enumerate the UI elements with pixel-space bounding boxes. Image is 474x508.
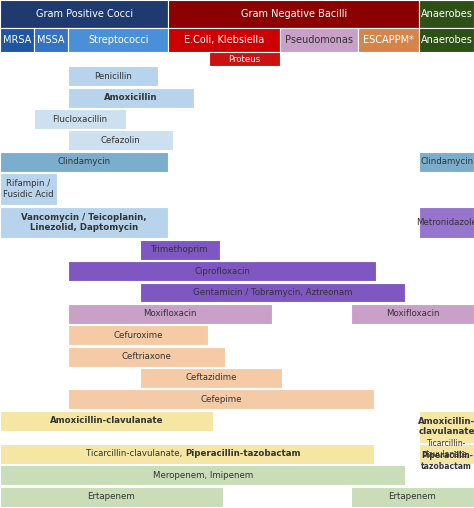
Text: Cefepime: Cefepime [201, 395, 242, 404]
FancyBboxPatch shape [419, 152, 474, 172]
Text: Moxifloxacin: Moxifloxacin [144, 309, 197, 319]
Text: E.Coli, Klebsiella: E.Coli, Klebsiella [184, 35, 264, 45]
FancyBboxPatch shape [419, 444, 474, 464]
FancyBboxPatch shape [419, 410, 474, 442]
Text: Gentamicin / Tobramycin, Aztreonam: Gentamicin / Tobramycin, Aztreonam [193, 288, 352, 297]
Text: Trimethoprim: Trimethoprim [151, 245, 209, 255]
Text: Cefazolin: Cefazolin [100, 136, 140, 145]
FancyBboxPatch shape [168, 0, 419, 27]
Text: MSSA: MSSA [37, 35, 65, 45]
Text: Gram Positive Cocci: Gram Positive Cocci [36, 9, 133, 19]
FancyBboxPatch shape [0, 152, 168, 172]
Text: Streptococci: Streptococci [88, 35, 148, 45]
Text: Flucloxacillin: Flucloxacillin [52, 115, 108, 123]
Text: Cefuroxime: Cefuroxime [113, 331, 163, 340]
FancyBboxPatch shape [68, 325, 208, 345]
FancyBboxPatch shape [140, 368, 282, 388]
Text: Vancomycin / Teicoplanin,
Linezolid, Daptomycin: Vancomycin / Teicoplanin, Linezolid, Dap… [21, 213, 147, 232]
Text: Anaerobes: Anaerobes [421, 35, 473, 45]
Text: Pseudomonas: Pseudomonas [285, 35, 353, 45]
FancyBboxPatch shape [419, 0, 474, 27]
FancyBboxPatch shape [419, 27, 474, 52]
Text: Moxifloxacin: Moxifloxacin [386, 309, 439, 319]
Text: MRSA: MRSA [3, 35, 31, 45]
FancyBboxPatch shape [0, 487, 223, 506]
FancyBboxPatch shape [358, 27, 419, 52]
FancyBboxPatch shape [68, 304, 272, 324]
Text: Ticarcillin-
clavulanate,: Ticarcillin- clavulanate, [423, 439, 470, 459]
Text: Ciprofloxacin: Ciprofloxacin [194, 267, 250, 276]
FancyBboxPatch shape [68, 67, 158, 86]
Text: Penicillin: Penicillin [94, 72, 132, 81]
FancyBboxPatch shape [209, 52, 280, 67]
FancyBboxPatch shape [0, 410, 213, 431]
Text: Clindamycin: Clindamycin [420, 157, 474, 166]
FancyBboxPatch shape [0, 465, 405, 485]
FancyBboxPatch shape [0, 207, 168, 238]
Text: Piperacillin-
tazobactam: Piperacillin- tazobactam [421, 451, 473, 470]
Text: Ertapenem: Ertapenem [88, 492, 135, 501]
FancyBboxPatch shape [351, 304, 474, 324]
FancyBboxPatch shape [34, 109, 126, 129]
Text: Piperacillin-tazobactam: Piperacillin-tazobactam [185, 450, 301, 458]
FancyBboxPatch shape [419, 207, 474, 238]
FancyBboxPatch shape [68, 88, 194, 108]
Text: Amoxicillin-clavulanate: Amoxicillin-clavulanate [50, 416, 164, 425]
Text: Anaerobes: Anaerobes [421, 9, 473, 19]
FancyBboxPatch shape [140, 282, 405, 302]
FancyBboxPatch shape [34, 27, 68, 52]
FancyBboxPatch shape [0, 173, 57, 205]
Text: Rifampin /
Fusidic Acid: Rifampin / Fusidic Acid [3, 179, 54, 199]
FancyBboxPatch shape [0, 27, 34, 52]
FancyBboxPatch shape [0, 0, 168, 27]
Text: Ceftriaxone: Ceftriaxone [121, 352, 172, 361]
Text: Ticarcillin-clavulanate,: Ticarcillin-clavulanate, [86, 450, 185, 458]
Text: Amoxicillin-
clavulanate: Amoxicillin- clavulanate [418, 417, 474, 436]
Text: Ceftazidime: Ceftazidime [185, 373, 237, 383]
FancyBboxPatch shape [68, 389, 374, 409]
FancyBboxPatch shape [351, 487, 474, 506]
Text: Clindamycin: Clindamycin [57, 157, 111, 166]
FancyBboxPatch shape [68, 261, 376, 281]
FancyBboxPatch shape [140, 240, 220, 260]
FancyBboxPatch shape [68, 27, 168, 52]
Text: Metronidazole: Metronidazole [416, 218, 474, 227]
Text: ESCAPPM*: ESCAPPM* [363, 35, 414, 45]
FancyBboxPatch shape [68, 346, 225, 366]
FancyBboxPatch shape [68, 131, 173, 150]
Text: Gram Negative Bacilli: Gram Negative Bacilli [241, 9, 347, 19]
FancyBboxPatch shape [280, 27, 358, 52]
FancyBboxPatch shape [168, 27, 280, 52]
Text: Amoxicillin: Amoxicillin [104, 93, 158, 102]
Text: Meropenem, Imipenem: Meropenem, Imipenem [153, 471, 253, 480]
FancyBboxPatch shape [0, 444, 374, 464]
Text: Proteus: Proteus [228, 55, 260, 64]
Text: Ertapenem: Ertapenem [389, 492, 436, 501]
